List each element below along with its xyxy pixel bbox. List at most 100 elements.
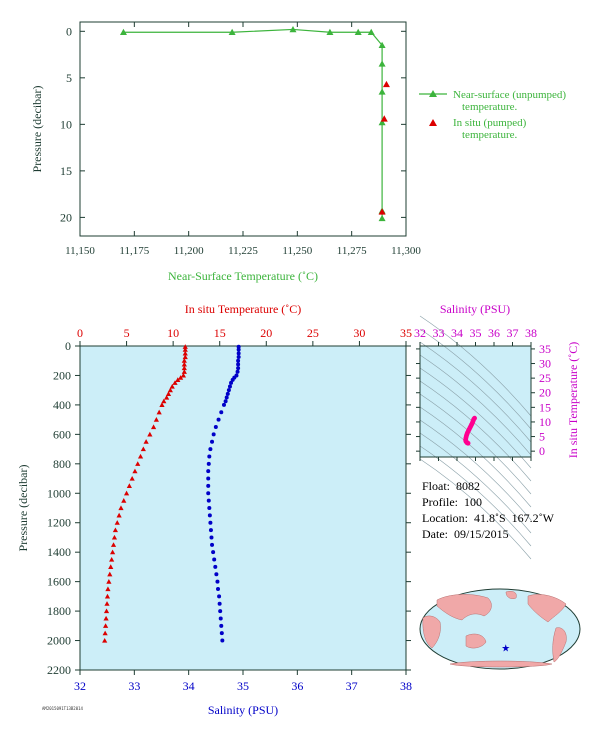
legend-label-unpumped-2: temperature. xyxy=(462,101,518,113)
top-x-tick-label: 11,300 xyxy=(391,245,421,257)
top-plot-frame xyxy=(79,21,407,237)
temperature-profile-point xyxy=(159,402,165,407)
map-australia xyxy=(465,633,487,649)
temperature-profile-point xyxy=(116,512,122,518)
float-location: Location: 41.8˚S 167.2˚W xyxy=(422,511,554,525)
temperature-tick-label: 10 xyxy=(167,326,179,340)
temperature-profile-point xyxy=(181,369,187,374)
salinity-tick-label: 32 xyxy=(74,679,86,693)
top-x-tick-label: 11,225 xyxy=(228,245,258,257)
ts-temperature-tick-label: 20 xyxy=(539,386,551,400)
profile-date: Date: 09/15/2015 xyxy=(422,527,509,541)
salinity-profile-point xyxy=(211,432,216,437)
temperature-profile-point xyxy=(103,623,109,628)
unpumped-temperature-point xyxy=(228,28,236,36)
map-land xyxy=(422,591,567,668)
temperature-profile-point xyxy=(107,571,113,577)
pressure-tick-label: 800 xyxy=(53,457,71,471)
salinity-profile-point xyxy=(216,587,221,591)
map-greenland xyxy=(505,591,517,599)
salinity-profile-point xyxy=(236,347,241,352)
salinity-tick-label: 36 xyxy=(291,679,303,693)
salinity-profile-point xyxy=(207,506,212,510)
salinity-profile-point xyxy=(219,410,224,415)
temperature-profile-point xyxy=(104,593,111,599)
pressure-tick-label: 1000 xyxy=(47,486,71,500)
pressure-axis-label: Pressure (decibar) xyxy=(16,465,30,552)
legend-marker-unpumped xyxy=(429,90,437,97)
legend-marker-pumped xyxy=(429,119,437,126)
salinity-tick-label: 38 xyxy=(400,679,412,693)
legend-label-pumped-2: temperature. xyxy=(462,129,518,141)
unpumped-temperature-point xyxy=(119,28,127,36)
top-y-tick-label: 15 xyxy=(60,164,72,178)
pressure-axis-ticks: 0 200 400 600 800 1000 1200 1400 1600 1800 2000 220… xyxy=(47,339,411,677)
salinity-profile-point xyxy=(225,391,230,396)
temperature-tick-label: 5 xyxy=(124,326,130,340)
temperature-profile-point xyxy=(182,347,188,352)
density-contour-line xyxy=(419,328,532,430)
density-contour-line xyxy=(419,432,532,534)
temperature-profile-point xyxy=(164,394,170,400)
temperature-profile-point xyxy=(103,608,110,614)
float-number: Float: 8082 xyxy=(422,479,481,493)
top-x-tick-label: 11,200 xyxy=(174,245,204,257)
temperature-profile-point xyxy=(147,431,153,437)
temperature-profile-point xyxy=(165,391,172,396)
salinity-profile-point xyxy=(210,439,215,444)
near-surface-temperature-chart: 11,150 11,175 11,200 11,225 11,250 11,275 11,3… xyxy=(30,21,566,283)
salinity-profile-point xyxy=(221,402,226,407)
pressure-tick-label: 1600 xyxy=(47,575,71,589)
map-north-america xyxy=(527,594,567,623)
temperature-profile-point xyxy=(175,377,181,382)
salinity-profile-point xyxy=(236,351,241,356)
salinity-profile-point xyxy=(206,491,211,496)
pumped-temperature-point xyxy=(378,208,386,215)
salinity-axis-label: Salinity (PSU) xyxy=(208,703,278,717)
salinity-profile-point xyxy=(207,513,212,518)
top-y-tick-label: 0 xyxy=(66,24,72,38)
temperature-profile-point xyxy=(172,380,178,385)
salinity-profile-point xyxy=(209,535,214,540)
salinity-axis-ticks: 32 33 34 35 36 37 38 xyxy=(74,670,412,693)
salinity-tick-label: 34 xyxy=(183,679,195,693)
float-location-star-icon: ★ xyxy=(501,644,510,655)
salinity-profile-point xyxy=(226,388,231,393)
ts-temperature-tick-label: 10 xyxy=(539,415,551,429)
density-contour-line xyxy=(419,419,532,521)
pressure-tick-label: 400 xyxy=(53,398,71,412)
unpumped-temperature-point xyxy=(367,28,375,36)
pressure-tick-label: 200 xyxy=(53,368,71,382)
temperature-tick-label: 0 xyxy=(77,326,83,340)
salinity-profile-point xyxy=(217,594,222,599)
pressure-tick-label: 1200 xyxy=(47,516,71,530)
density-contour-line xyxy=(419,406,532,508)
salinity-profile-point xyxy=(219,631,224,636)
pressure-tick-label: 1400 xyxy=(47,545,71,559)
temperature-profile-point xyxy=(132,468,138,474)
salinity-profile-point xyxy=(206,483,211,488)
temperature-profile-point xyxy=(121,498,127,503)
ts-temperature-tick-label: 35 xyxy=(539,342,551,356)
temperature-profile-point xyxy=(153,417,159,422)
salinity-profile-point xyxy=(218,616,223,621)
temperature-profile-point xyxy=(129,475,135,481)
temperature-profile-point xyxy=(106,579,112,584)
temperature-tick-label: 30 xyxy=(353,326,365,340)
pressure-tick-label: 600 xyxy=(53,427,71,441)
salinity-profile-point xyxy=(216,417,221,422)
top-y-ticks: 0 5 10 15 20 xyxy=(60,24,406,224)
temperature-profile-point xyxy=(143,439,149,444)
temperature-profile-point xyxy=(169,383,175,389)
salinity-profile-point xyxy=(211,550,216,555)
unpumped-temperature-point xyxy=(378,60,386,67)
temperature-profile-point xyxy=(182,350,188,356)
footer-stamp: AM2015091T13B2014 xyxy=(42,706,83,711)
salinity-profile-point xyxy=(236,362,241,367)
top-x-tick-label: 11,175 xyxy=(119,245,149,257)
salinity-profile-point xyxy=(212,557,217,562)
salinity-profile-point xyxy=(213,425,218,429)
